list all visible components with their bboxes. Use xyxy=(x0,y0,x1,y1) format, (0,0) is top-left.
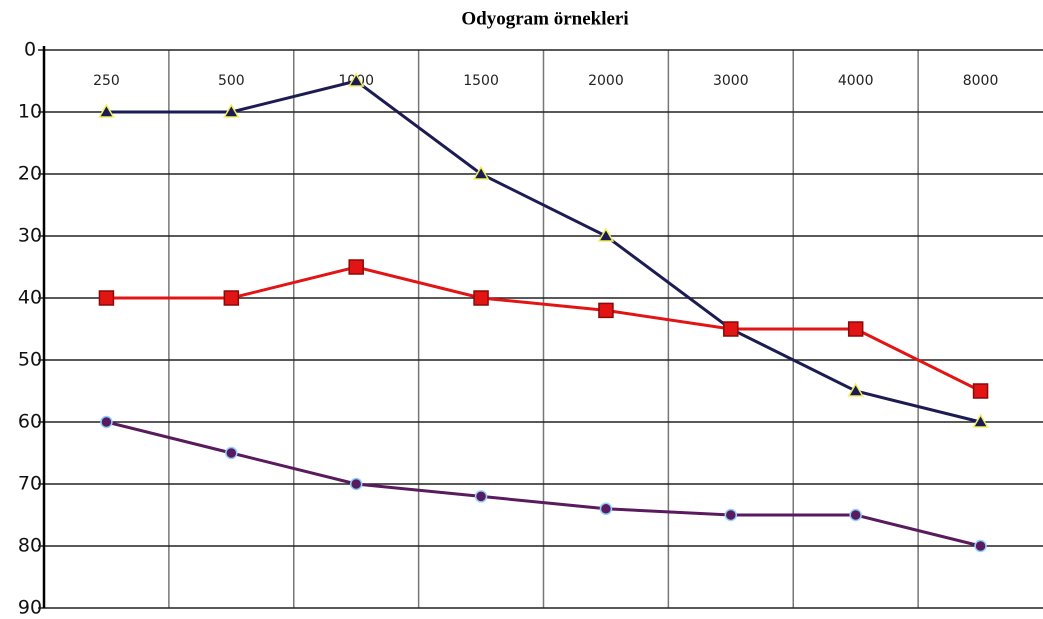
x-tick-label: 2000 xyxy=(588,73,624,89)
y-tick-label: 40 xyxy=(18,287,42,309)
marker xyxy=(847,382,864,397)
x-tick-label: 8000 xyxy=(963,73,999,89)
y-tick-label: 60 xyxy=(18,411,42,433)
marker xyxy=(349,477,363,491)
series-line xyxy=(106,265,982,393)
x-tick-label: 4000 xyxy=(838,73,874,89)
y-tick-label: 30 xyxy=(18,225,42,247)
chart-title: Odyogram örnekleri xyxy=(461,8,628,29)
y-tick-label: 50 xyxy=(18,349,42,371)
marker xyxy=(348,259,364,275)
marker xyxy=(972,383,989,399)
marker xyxy=(474,490,488,503)
marker xyxy=(98,103,115,118)
marker xyxy=(597,227,615,242)
marker xyxy=(598,302,614,319)
marker xyxy=(849,508,862,522)
y-tick-label: 90 xyxy=(18,597,42,619)
x-tick-label: 250 xyxy=(93,73,120,89)
marker xyxy=(473,290,489,306)
marker xyxy=(723,321,739,337)
x-tick-label: 3000 xyxy=(713,73,749,89)
marker xyxy=(599,502,613,516)
x-tick-label: 500 xyxy=(218,73,245,89)
marker xyxy=(347,72,365,87)
marker xyxy=(98,290,115,306)
y-tick-label: 20 xyxy=(18,163,42,185)
marker xyxy=(225,446,238,460)
marker xyxy=(223,290,240,306)
series-line xyxy=(106,420,981,548)
y-tick-label: 80 xyxy=(18,535,42,557)
marker xyxy=(974,539,987,553)
series-line xyxy=(106,79,981,424)
y-tick-label: 70 xyxy=(18,473,42,495)
marker xyxy=(972,413,989,428)
marker xyxy=(724,508,738,522)
marker xyxy=(223,103,240,118)
y-tick-label: 0 xyxy=(24,39,36,61)
marker xyxy=(100,415,113,429)
x-tick-label: 1500 xyxy=(463,73,499,89)
marker xyxy=(472,165,490,180)
y-tick-label: 10 xyxy=(18,101,42,123)
marker xyxy=(847,321,864,337)
